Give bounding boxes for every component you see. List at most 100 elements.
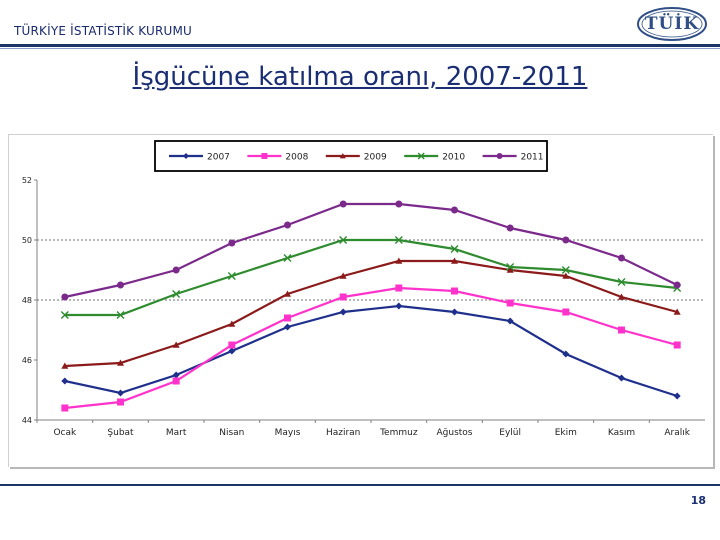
data-point [228, 341, 236, 349]
header-rule-thin [0, 48, 720, 49]
x-tick-label: Ekim [555, 428, 577, 438]
data-point [284, 290, 291, 297]
data-point [562, 308, 570, 316]
marker-stroke [506, 263, 515, 271]
data-point [172, 290, 181, 298]
data-point [61, 377, 69, 385]
legend-label: 2007 [207, 153, 230, 163]
y-tick-label: 50 [22, 236, 32, 245]
data-point [395, 200, 403, 208]
series-2009 [61, 257, 681, 369]
page-title: İşgücüne katılma oranı, 2007-2011 [132, 62, 588, 92]
marker-stroke [617, 278, 626, 286]
data-point [172, 341, 180, 348]
y-tick-label: 52 [22, 176, 32, 185]
x-tick-label: Mayıs [275, 428, 301, 438]
data-point [506, 224, 514, 232]
data-point [61, 404, 69, 412]
marker-stroke [116, 311, 125, 319]
y-tick-label: 48 [22, 296, 32, 305]
data-point [395, 257, 403, 264]
y-tick-label: 46 [22, 356, 32, 365]
series-line [64, 286, 678, 410]
data-point [562, 236, 570, 244]
data-point [339, 200, 347, 208]
series-2007 [61, 302, 681, 400]
data-point [228, 320, 236, 327]
data-point [506, 263, 515, 271]
marker-stroke [172, 290, 181, 298]
data-point [227, 272, 236, 280]
x-tick-label: Eylül [499, 428, 521, 438]
data-point [451, 308, 458, 316]
data-point [673, 308, 681, 315]
data-point [284, 323, 291, 331]
footer-rule [0, 484, 720, 486]
legend-item: 2007 [169, 153, 230, 163]
tuik-logo: TÜİK [636, 6, 708, 42]
data-point [673, 341, 681, 349]
x-tick-label: Ağustos [437, 428, 473, 438]
x-tick-label: Temmuz [379, 428, 418, 438]
data-point [394, 236, 403, 244]
data-point [395, 302, 403, 310]
data-point [339, 236, 348, 244]
header-rule [0, 44, 720, 47]
data-point [673, 392, 681, 400]
data-point [60, 311, 69, 319]
data-point [451, 206, 458, 214]
data-point [339, 308, 347, 316]
legend-label: 2008 [285, 153, 308, 163]
data-point [117, 398, 124, 406]
series-line [64, 238, 678, 317]
data-point [617, 278, 626, 286]
marker-stroke [561, 266, 570, 274]
marker-stroke [227, 272, 236, 280]
series-2011 [61, 200, 681, 301]
marker-stroke [60, 311, 69, 319]
chart-area: 44 46 48 50 52 Ocak Şubat Mart Nisan Mayıs Haziran… [8, 134, 713, 467]
data-point [506, 299, 514, 307]
marker-stroke [283, 254, 292, 262]
legend-label: 2011 [521, 153, 544, 163]
series-2010 [60, 236, 682, 319]
data-point [618, 254, 625, 262]
data-point [183, 153, 189, 159]
legend-item: 2010 [404, 153, 465, 163]
legend-item: 2011 [482, 153, 544, 163]
data-point [506, 317, 514, 325]
x-tick-label: Mart [166, 428, 187, 438]
page-number: 18 [690, 494, 706, 507]
marker-stroke [339, 236, 348, 244]
data-point [618, 293, 625, 300]
series-2008 [61, 284, 681, 412]
data-point [506, 266, 514, 273]
data-point [172, 377, 180, 385]
series-line [64, 304, 678, 398]
legend-item: 2008 [247, 153, 309, 163]
line-chart: 44 46 48 50 52 Ocak Şubat Mart Nisan Mayıs Haziran… [22, 140, 705, 438]
data-point [496, 153, 503, 159]
data-point [284, 314, 291, 322]
data-point [339, 153, 346, 159]
data-point [61, 362, 69, 369]
marker-stroke [417, 152, 425, 160]
logo-shape [637, 7, 707, 41]
data-point [561, 266, 570, 274]
data-point [673, 281, 681, 289]
x-tick-label: Şubat [107, 428, 134, 438]
legend-label: 2010 [442, 153, 465, 163]
data-point [339, 272, 347, 279]
data-point [395, 284, 403, 292]
data-point [116, 311, 125, 319]
data-point [261, 153, 268, 159]
marker-stroke [394, 236, 403, 244]
data-point [284, 221, 291, 229]
data-point [172, 371, 180, 379]
x-tick-label: Haziran [326, 428, 360, 438]
data-point [228, 239, 236, 247]
data-point [172, 266, 180, 274]
data-point [117, 281, 124, 289]
data-point [61, 293, 69, 301]
data-point [562, 272, 570, 279]
